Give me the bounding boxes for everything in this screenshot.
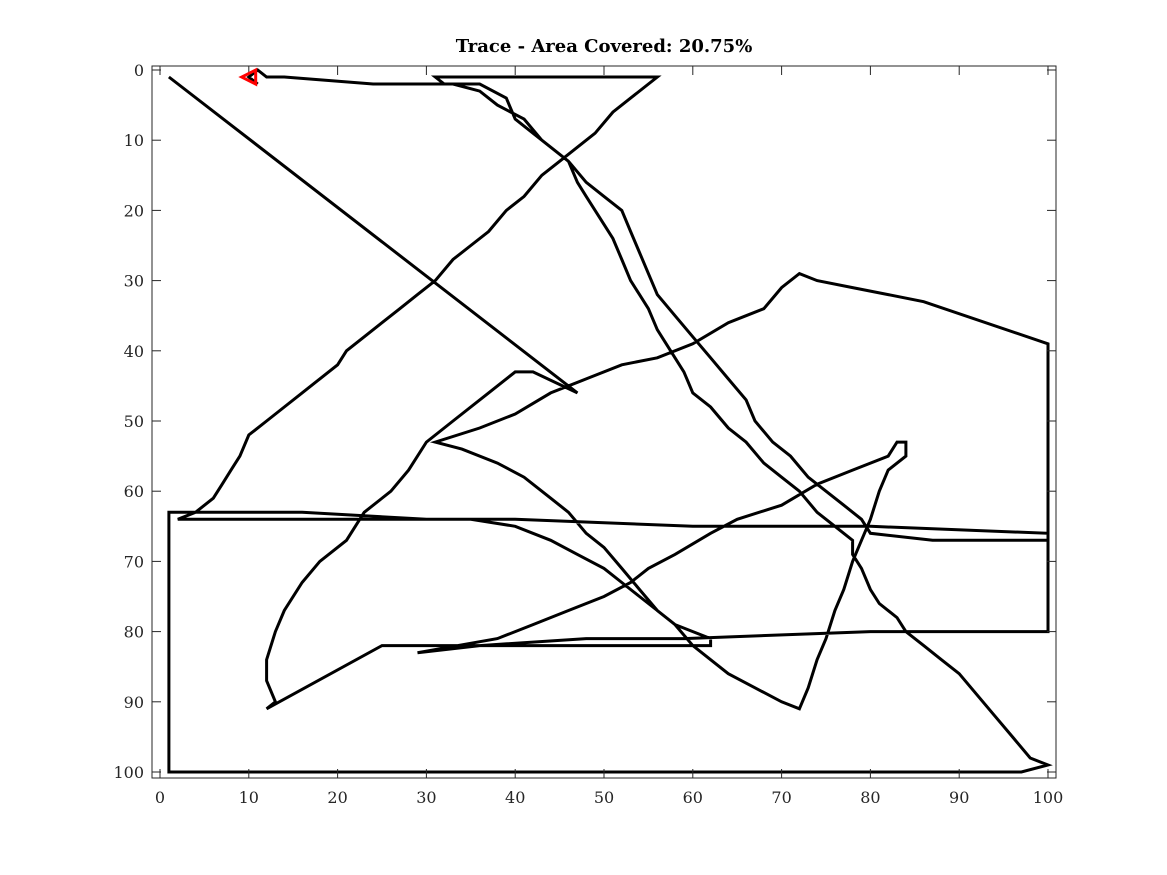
x-tick-label: 10 (239, 788, 259, 807)
x-tick-label: 40 (505, 788, 525, 807)
x-tick-label: 30 (416, 788, 436, 807)
x-tick-label: 0 (155, 788, 165, 807)
y-tick-label: 10 (124, 131, 144, 150)
chart-title: Trace - Area Covered: 20.75% (456, 36, 753, 57)
x-tick-label: 20 (327, 788, 347, 807)
y-tick-label: 80 (124, 623, 144, 642)
y-tick-label: 50 (124, 412, 144, 431)
x-tick-label: 80 (860, 788, 880, 807)
y-tick-label: 100 (113, 763, 144, 782)
y-tick-label: 40 (124, 342, 144, 361)
y-tick-label: 60 (124, 482, 144, 501)
y-tick-label: 20 (124, 201, 144, 220)
y-tick-label: 0 (134, 61, 144, 80)
y-tick-label: 30 (124, 272, 144, 291)
x-tick-label: 70 (771, 788, 791, 807)
y-tick-label: 70 (124, 552, 144, 571)
x-tick-label: 100 (1033, 788, 1064, 807)
y-tick-label: 90 (124, 693, 144, 712)
x-tick-label: 60 (683, 788, 703, 807)
x-tick-label: 50 (594, 788, 614, 807)
x-tick-label: 90 (949, 788, 969, 807)
